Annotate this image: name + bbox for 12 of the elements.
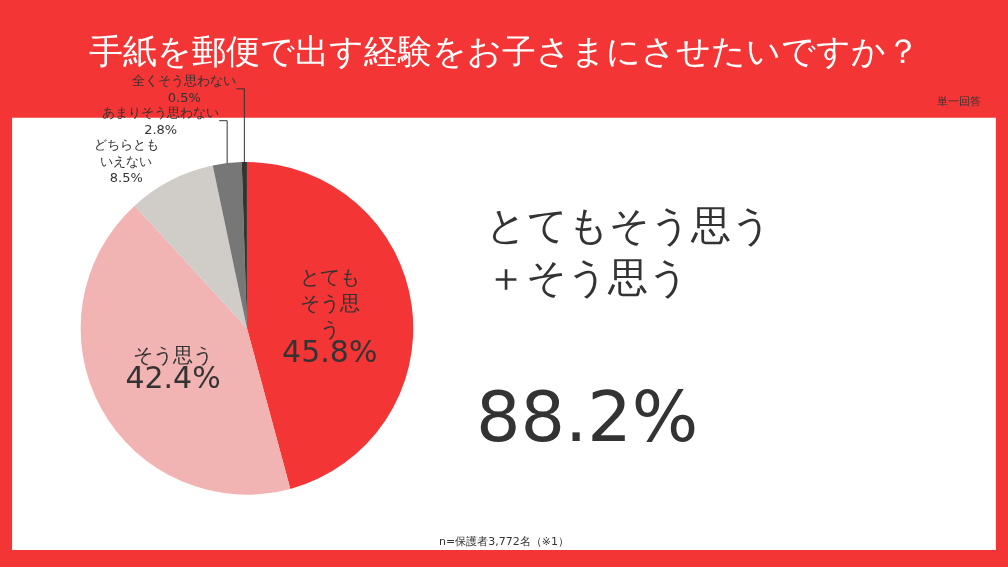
slice-label: どちらともいえない xyxy=(93,136,159,169)
slice-label: とてもそう思う xyxy=(486,202,772,248)
chart-title: 手紙を郵便で出す経験をお子さまにさせたいですか？ xyxy=(88,30,920,71)
slice-label: あまりそう思わない xyxy=(102,104,220,120)
data-label: 2.8% xyxy=(144,121,178,137)
text: ＋そう思う xyxy=(486,254,689,300)
data-label: 0.5% xyxy=(167,89,201,105)
text: 単一回答 xyxy=(937,95,981,108)
data-label: 8.5% xyxy=(109,170,143,186)
text: 88.2% xyxy=(476,376,699,458)
text: n=保護者3,772名（※1） xyxy=(439,535,569,548)
slice-label: 全くそう思わない xyxy=(132,72,237,88)
